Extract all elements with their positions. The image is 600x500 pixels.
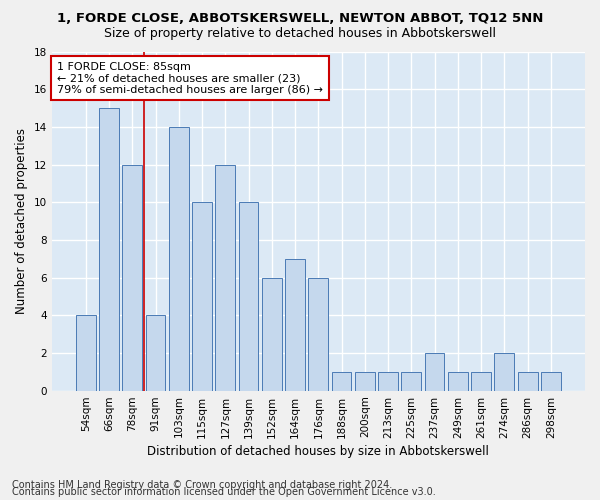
- Bar: [494, 353, 514, 391]
- Bar: [215, 164, 235, 390]
- Bar: [448, 372, 468, 390]
- Bar: [262, 278, 282, 390]
- Bar: [425, 353, 445, 391]
- Bar: [518, 372, 538, 390]
- Bar: [378, 372, 398, 390]
- Text: Contains public sector information licensed under the Open Government Licence v3: Contains public sector information licen…: [12, 487, 436, 497]
- Bar: [169, 127, 188, 390]
- Text: 1, FORDE CLOSE, ABBOTSKERSWELL, NEWTON ABBOT, TQ12 5NN: 1, FORDE CLOSE, ABBOTSKERSWELL, NEWTON A…: [57, 12, 543, 26]
- Bar: [285, 258, 305, 390]
- Bar: [471, 372, 491, 390]
- Bar: [332, 372, 352, 390]
- Bar: [122, 164, 142, 390]
- Text: 1 FORDE CLOSE: 85sqm
← 21% of detached houses are smaller (23)
79% of semi-detac: 1 FORDE CLOSE: 85sqm ← 21% of detached h…: [57, 62, 323, 95]
- Bar: [308, 278, 328, 390]
- Bar: [401, 372, 421, 390]
- Bar: [355, 372, 375, 390]
- Bar: [239, 202, 259, 390]
- Bar: [541, 372, 561, 390]
- Text: Size of property relative to detached houses in Abbotskerswell: Size of property relative to detached ho…: [104, 28, 496, 40]
- Bar: [99, 108, 119, 391]
- X-axis label: Distribution of detached houses by size in Abbotskerswell: Distribution of detached houses by size …: [148, 444, 489, 458]
- Bar: [76, 315, 95, 390]
- Bar: [192, 202, 212, 390]
- Bar: [146, 315, 166, 390]
- Y-axis label: Number of detached properties: Number of detached properties: [15, 128, 28, 314]
- Text: Contains HM Land Registry data © Crown copyright and database right 2024.: Contains HM Land Registry data © Crown c…: [12, 480, 392, 490]
